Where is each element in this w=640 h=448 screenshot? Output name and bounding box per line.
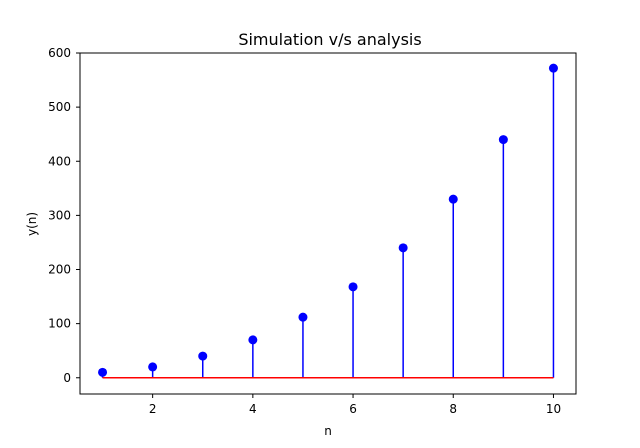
x-tick-label: 8 — [449, 402, 457, 416]
y-tick-label: 400 — [48, 154, 71, 168]
data-point — [98, 368, 107, 377]
x-tick-label: 2 — [149, 402, 157, 416]
y-tick-label: 100 — [48, 317, 71, 331]
data-point — [549, 64, 558, 73]
data-point — [349, 282, 358, 291]
x-tick-label: 6 — [349, 402, 357, 416]
plot-area — [98, 64, 558, 378]
x-axis: 2 4 6 8 10 — [149, 394, 561, 416]
y-tick-label: 0 — [63, 371, 71, 385]
y-axis: 0 100 200 300 400 500 600 — [48, 46, 80, 385]
y-axis-label: y(n) — [25, 212, 39, 236]
x-tick-label: 10 — [546, 402, 561, 416]
y-tick-label: 600 — [48, 46, 71, 60]
data-point — [449, 195, 458, 204]
y-tick-label: 200 — [48, 263, 71, 277]
data-point — [298, 313, 307, 322]
y-tick-label: 300 — [48, 208, 71, 222]
axes-frame — [80, 53, 576, 394]
x-tick-label: 4 — [249, 402, 257, 416]
data-point — [198, 352, 207, 361]
data-point — [399, 243, 408, 252]
chart-title: Simulation v/s analysis — [238, 30, 421, 49]
data-point — [148, 362, 157, 371]
data-point — [248, 335, 257, 344]
x-axis-label: n — [324, 424, 332, 438]
data-point — [499, 135, 508, 144]
y-tick-label: 500 — [48, 100, 71, 114]
